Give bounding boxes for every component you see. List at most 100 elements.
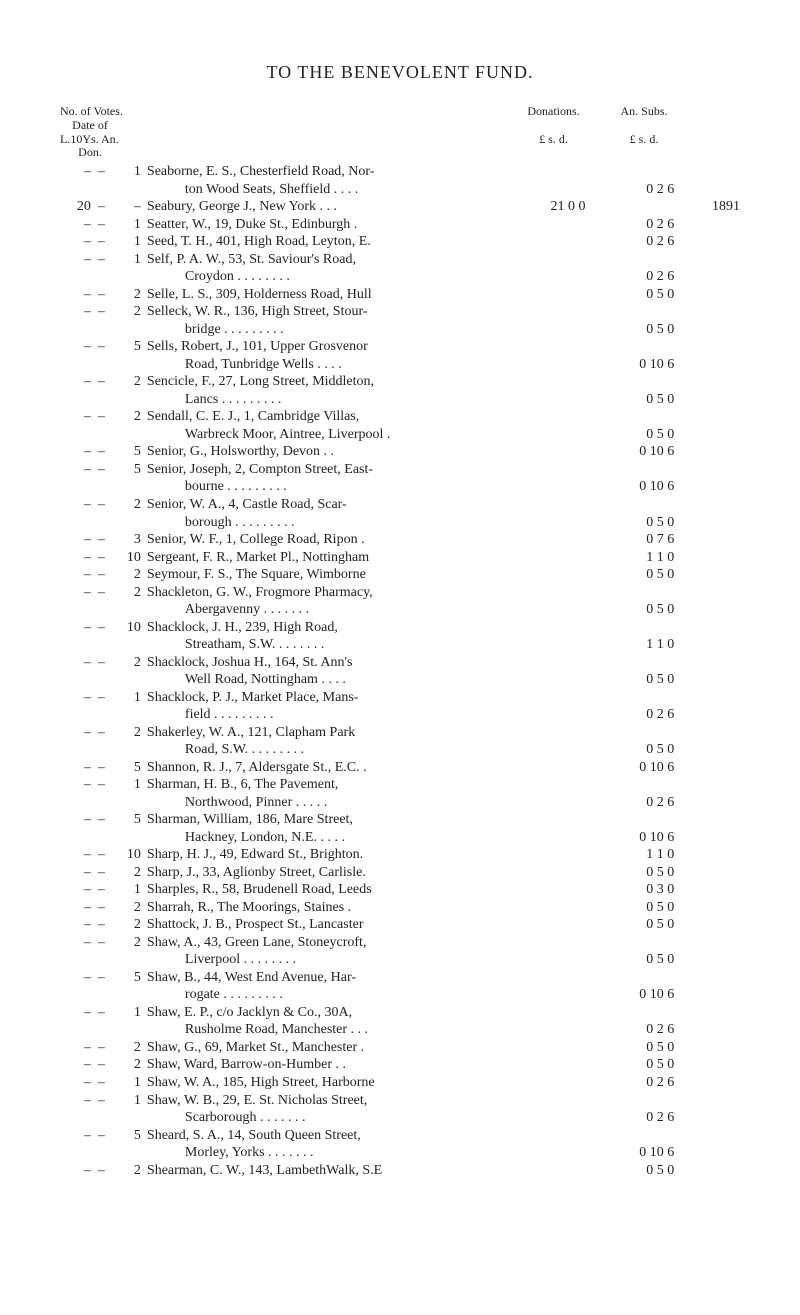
col-subscription: 0 2 6 xyxy=(585,1110,674,1127)
col-10ys: – xyxy=(91,847,112,864)
col-an: 5 xyxy=(112,462,147,479)
entry-name: Shacklock, J. H., 239, High Road, xyxy=(147,620,338,635)
col-name: Sendall, C. E. J., 1, Cambridge Villas, xyxy=(147,409,494,426)
col-name: Senior, G., Holsworthy, Devon . . xyxy=(147,444,494,461)
col-10ys: – xyxy=(91,550,112,567)
col-10ys: – xyxy=(91,497,112,514)
entry-row-continuation: Well Road, Nottingham . . . .0 5 0 xyxy=(60,672,740,689)
col-10ys: – xyxy=(91,760,112,777)
col-votes: – xyxy=(60,409,91,426)
col-votes: – xyxy=(60,1040,91,1057)
entry-row-continuation: borough . . . . . . . . .0 5 0 xyxy=(60,515,740,532)
col-votes: – xyxy=(60,1163,91,1180)
col-votes: – xyxy=(60,970,91,987)
col-name: Shakerley, W. A., 121, Clapham Park xyxy=(147,725,494,742)
col-subscription: 0 5 0 xyxy=(585,287,674,304)
entry-row-continuation: Streatham, S.W. . . . . . . .1 1 0 xyxy=(60,637,740,654)
col-name: borough . . . . . . . . . xyxy=(147,515,494,532)
entry-row-continuation: Liverpool . . . . . . . .0 5 0 xyxy=(60,952,740,969)
col-an: 1 xyxy=(112,777,147,794)
entry-row: ––2Shaw, Ward, Barrow-on-Humber . .0 5 0 xyxy=(60,1057,740,1074)
entry-name-continuation: field . . . . . . . . . xyxy=(147,707,486,724)
col-name: Morley, Yorks . . . . . . . xyxy=(147,1145,494,1162)
col-donation: 21 0 0 xyxy=(494,199,586,216)
header-subs-line2: £ s. d. xyxy=(604,133,684,147)
entry-row-continuation: Rusholme Road, Manchester . . .0 2 6 xyxy=(60,1022,740,1039)
col-votes: – xyxy=(60,812,91,829)
col-name: Warbreck Moor, Aintree, Liverpool . xyxy=(147,427,494,444)
entry-row-continuation: ton Wood Seats, Sheffield . . . .0 2 6 xyxy=(60,182,740,199)
col-an: 10 xyxy=(112,847,147,864)
col-name: Seaborne, E. S., Chesterfield Road, Nor- xyxy=(147,164,494,181)
col-10ys: – xyxy=(91,585,112,602)
entry-name: Sharp, J., 33, Aglionby Street, Carlisle… xyxy=(147,865,366,880)
col-name: Shaw, B., 44, West End Avenue, Har- xyxy=(147,970,494,987)
entry-name: Sergeant, F. R., Market Pl., Nottingham xyxy=(147,550,369,565)
col-name: Senior, W. A., 4, Castle Road, Scar- xyxy=(147,497,494,514)
entry-name: Sharman, William, 186, Mare Street, xyxy=(147,812,353,827)
entry-name: Sharman, H. B., 6, The Pavement, xyxy=(147,777,338,792)
col-votes: – xyxy=(60,462,91,479)
col-name: ton Wood Seats, Sheffield . . . . xyxy=(147,182,494,199)
col-subscription: 0 5 0 xyxy=(585,392,674,409)
col-10ys: – xyxy=(91,1040,112,1057)
entry-row-continuation: bridge . . . . . . . . .0 5 0 xyxy=(60,322,740,339)
entry-row: ––1Shaw, W. B., 29, E. St. Nicholas Stre… xyxy=(60,1093,740,1110)
col-name: Seymour, F. S., The Square, Wimborne xyxy=(147,567,494,584)
col-subscription: 0 5 0 xyxy=(585,900,674,917)
col-name: field . . . . . . . . . xyxy=(147,707,494,724)
col-name: Sharp, H. J., 49, Edward St., Brighton. xyxy=(147,847,494,864)
col-name: Shannon, R. J., 7, Aldersgate St., E.C. … xyxy=(147,760,494,777)
col-an: 1 xyxy=(112,164,147,181)
col-10ys: – xyxy=(91,1057,112,1074)
entry-name-continuation: Liverpool . . . . . . . . xyxy=(147,952,486,969)
entry-name: Sharrah, R., The Moorings, Staines . xyxy=(147,900,351,915)
col-name: Abergavenny . . . . . . . xyxy=(147,602,494,619)
col-10ys: – xyxy=(91,532,112,549)
entry-row: ––2Shattock, J. B., Prospect St., Lancas… xyxy=(60,917,740,934)
entry-name: Sencicle, F., 27, Long Street, Middleton… xyxy=(147,374,374,389)
col-10ys: – xyxy=(91,304,112,321)
entry-name: Seed, T. H., 401, High Road, Leyton, E. xyxy=(147,234,371,249)
col-an: 5 xyxy=(112,760,147,777)
entry-row: ––5Senior, Joseph, 2, Compton Street, Ea… xyxy=(60,462,740,479)
entry-name: Selleck, W. R., 136, High Street, Stour- xyxy=(147,304,368,319)
col-an: 2 xyxy=(112,567,147,584)
col-subscription: 0 5 0 xyxy=(585,742,674,759)
col-name: Seed, T. H., 401, High Road, Leyton, E. xyxy=(147,234,494,251)
col-votes: – xyxy=(60,339,91,356)
entry-name-continuation: Road, S.W. . . . . . . . . xyxy=(147,742,486,759)
entry-row-continuation: Northwood, Pinner . . . . .0 2 6 xyxy=(60,795,740,812)
col-name: Road, S.W. . . . . . . . . xyxy=(147,742,494,759)
entry-name-continuation: Croydon . . . . . . . . xyxy=(147,269,486,286)
col-votes: – xyxy=(60,917,91,934)
col-name: Senior, Joseph, 2, Compton Street, East- xyxy=(147,462,494,479)
entry-row-continuation: Road, Tunbridge Wells . . . .0 10 6 xyxy=(60,357,740,374)
col-an: 10 xyxy=(112,550,147,567)
entry-row: ––10Shacklock, J. H., 239, High Road, xyxy=(60,620,740,637)
col-votes: – xyxy=(60,497,91,514)
col-10ys: – xyxy=(91,567,112,584)
col-name: Shaw, W. B., 29, E. St. Nicholas Street, xyxy=(147,1093,494,1110)
col-name: Sencicle, F., 27, Long Street, Middleton… xyxy=(147,374,494,391)
col-an: 2 xyxy=(112,935,147,952)
col-name: Shaw, Ward, Barrow-on-Humber . . xyxy=(147,1057,494,1074)
entry-row-continuation: Morley, Yorks . . . . . . .0 10 6 xyxy=(60,1145,740,1162)
col-name: Sheard, S. A., 14, South Queen Street, xyxy=(147,1128,494,1145)
col-10ys: – xyxy=(91,620,112,637)
col-subscription: 0 5 0 xyxy=(585,1163,674,1180)
col-votes: – xyxy=(60,252,91,269)
col-votes: – xyxy=(60,304,91,321)
entry-row: ––2Shaw, G., 69, Market St., Manchester … xyxy=(60,1040,740,1057)
col-subscription: 0 5 0 xyxy=(585,1040,674,1057)
entry-name-continuation: Warbreck Moor, Aintree, Liverpool . xyxy=(147,427,486,444)
col-name: Shaw, E. P., c/o Jacklyn & Co., 30A, xyxy=(147,1005,494,1022)
col-name: Road, Tunbridge Wells . . . . xyxy=(147,357,494,374)
entry-row: ––2Sharrah, R., The Moorings, Staines .0… xyxy=(60,900,740,917)
col-votes: – xyxy=(60,760,91,777)
entry-row: ––2Selleck, W. R., 136, High Street, Sto… xyxy=(60,304,740,321)
col-an: – xyxy=(112,199,147,216)
entry-row-continuation: Road, S.W. . . . . . . . . 0 5 0 xyxy=(60,742,740,759)
col-10ys: – xyxy=(91,339,112,356)
col-an: 5 xyxy=(112,444,147,461)
